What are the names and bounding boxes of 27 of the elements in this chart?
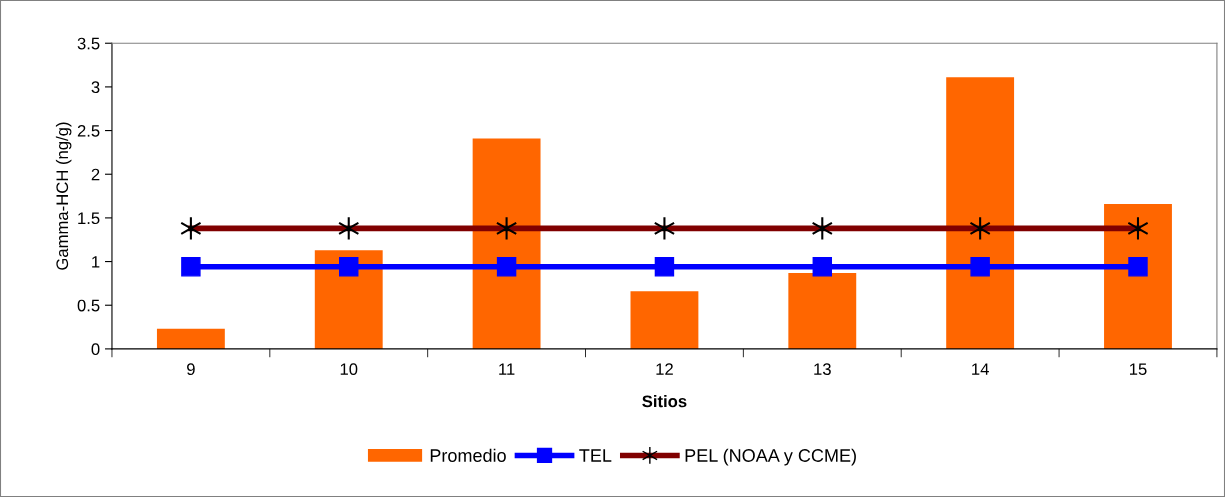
- y-tick-label: 3: [91, 81, 100, 94]
- y-axis-title: Gamma-HCH (ng/g): [55, 122, 72, 270]
- x-tick-label: 10: [340, 363, 358, 376]
- x-tick-label: 15: [1129, 363, 1147, 376]
- y-tick-label: 1: [92, 256, 100, 268]
- bar: [156, 328, 225, 349]
- bar: [472, 138, 541, 349]
- bar: [946, 77, 1015, 349]
- y-tick-label: 0: [91, 343, 100, 356]
- legend-label: PEL (NOAA y CCME): [685, 448, 856, 466]
- y-tick-label: 2: [91, 168, 100, 181]
- legend-label: Promedio: [430, 448, 506, 462]
- y-tick-label: 2.5: [77, 124, 100, 137]
- y-tick-label: 0.5: [77, 299, 100, 312]
- bar: [630, 291, 699, 349]
- x-tick-label: 9: [187, 363, 195, 376]
- x-tick-label: 12: [656, 363, 673, 375]
- x-tick-label: 11: [499, 363, 515, 375]
- bar: [314, 250, 383, 349]
- legend-label: TEL: [579, 449, 612, 462]
- bar: [788, 272, 857, 349]
- x-tick-label: 13: [814, 363, 831, 376]
- x-axis-title: Sitios: [642, 394, 687, 408]
- x-tick-label: 14: [972, 363, 989, 375]
- bar: [1104, 203, 1172, 349]
- y-tick-label: 1.5: [78, 212, 100, 225]
- y-tick-label: 3.5: [77, 37, 100, 50]
